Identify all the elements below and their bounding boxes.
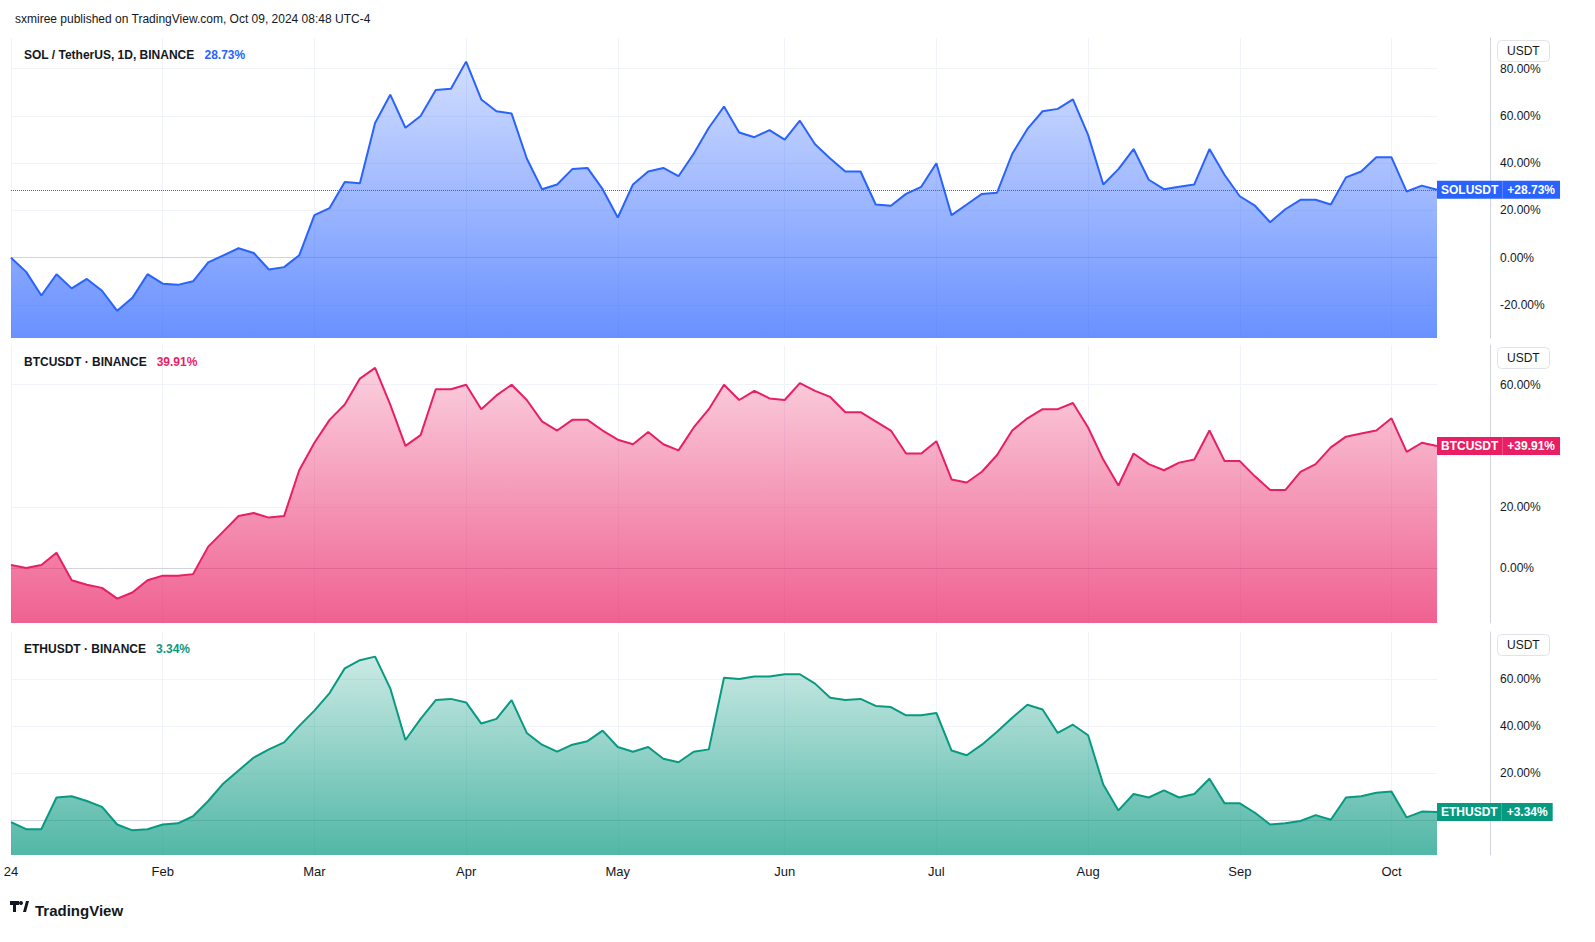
svg-text:60.00%: 60.00% — [1500, 378, 1541, 392]
svg-text:Sep: Sep — [1228, 864, 1251, 879]
svg-text:20.00%: 20.00% — [1500, 500, 1541, 514]
svg-text:SOLUSDT: SOLUSDT — [1441, 183, 1499, 197]
svg-text:Oct: Oct — [1381, 864, 1402, 879]
svg-text:BTCUSDT · BINANCE: BTCUSDT · BINANCE — [24, 355, 147, 369]
svg-text:40.00%: 40.00% — [1500, 719, 1541, 733]
svg-text:ETHUSDT · BINANCE: ETHUSDT · BINANCE — [24, 642, 146, 656]
svg-text:-20.00%: -20.00% — [1500, 298, 1545, 312]
svg-text:60.00%: 60.00% — [1500, 109, 1541, 123]
svg-text:Feb: Feb — [151, 864, 173, 879]
svg-text:0.00%: 0.00% — [1500, 561, 1534, 575]
svg-text:May: May — [606, 864, 631, 879]
svg-text:TradingView: TradingView — [35, 902, 123, 919]
svg-text:USDT: USDT — [1507, 351, 1540, 365]
svg-text:USDT: USDT — [1507, 44, 1540, 58]
svg-text:39.91%: 39.91% — [157, 355, 198, 369]
svg-text:28.73%: 28.73% — [204, 48, 245, 62]
svg-text:Apr: Apr — [456, 864, 477, 879]
svg-text:USDT: USDT — [1507, 638, 1540, 652]
svg-text:0.00%: 0.00% — [1500, 251, 1534, 265]
svg-text:+28.73%: +28.73% — [1507, 183, 1555, 197]
svg-text:+39.91%: +39.91% — [1507, 439, 1555, 453]
svg-text:Jun: Jun — [774, 864, 795, 879]
svg-text:Jul: Jul — [928, 864, 945, 879]
svg-text:40.00%: 40.00% — [1500, 156, 1541, 170]
svg-text:sxmiree published on TradingVi: sxmiree published on TradingView.com, Oc… — [15, 12, 371, 26]
svg-text:60.00%: 60.00% — [1500, 672, 1541, 686]
svg-text:20.00%: 20.00% — [1500, 766, 1541, 780]
svg-text:Aug: Aug — [1077, 864, 1100, 879]
svg-text:+3.34%: +3.34% — [1507, 805, 1548, 819]
svg-text:Mar: Mar — [303, 864, 326, 879]
svg-text:20.00%: 20.00% — [1500, 203, 1541, 217]
svg-text:80.00%: 80.00% — [1500, 62, 1541, 76]
svg-text:3.34%: 3.34% — [156, 642, 190, 656]
svg-text:SOL / TetherUS, 1D, BINANCE: SOL / TetherUS, 1D, BINANCE — [24, 48, 194, 62]
svg-text:ETHUSDT: ETHUSDT — [1441, 805, 1498, 819]
svg-text:BTCUSDT: BTCUSDT — [1441, 439, 1499, 453]
svg-text:24: 24 — [4, 864, 18, 879]
